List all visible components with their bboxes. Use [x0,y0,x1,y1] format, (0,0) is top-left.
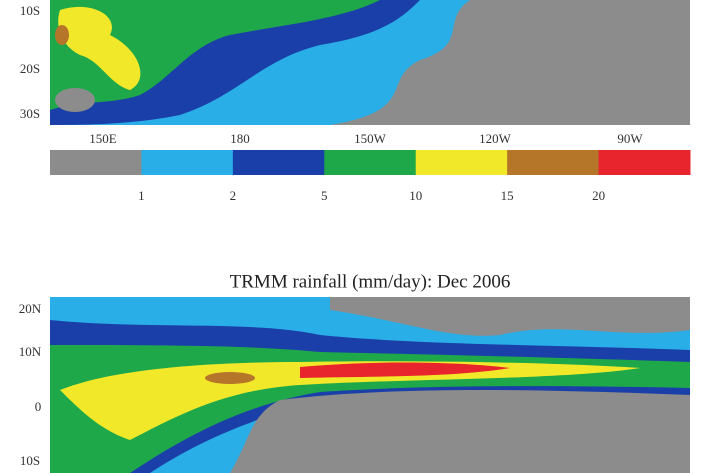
map-region [205,372,255,384]
lat-label: 10S [20,3,40,18]
lat-label: 20N [19,301,42,316]
colorbar-segment [324,150,417,175]
colorbar: 1 2 5 10 15 20 [50,150,691,203]
colorbar-segment [50,150,142,175]
lat-label: 20S [20,61,40,76]
colorbar-segment [232,150,325,175]
map-region [330,297,690,336]
lon-label: 150W [354,131,387,146]
lat-label: 10N [19,344,42,359]
colorbar-label: 1 [138,188,145,203]
map-region [60,361,640,440]
colorbar-label: 20 [592,188,605,203]
lon-label: 90W [617,131,643,146]
map-region [55,25,69,45]
lat-label: 30S [20,106,40,121]
map-region [230,390,690,473]
bottom-map [50,297,690,473]
map-title: TRMM rainfall (mm/day): Dec 2006 [230,271,511,292]
top-map [50,0,690,125]
lon-label: 120W [479,131,512,146]
colorbar-segment [507,150,600,175]
lat-label: 10S [20,453,40,468]
colorbar-segment [141,150,234,175]
colorbar-segment [415,150,508,175]
colorbar-label: 15 [501,188,514,203]
lon-label: 150E [89,131,117,146]
colorbar-label: 2 [230,188,237,203]
map-region [55,88,95,112]
map-region [58,6,141,91]
colorbar-label: 10 [409,188,422,203]
map-region [300,362,510,378]
lat-label: 0 [35,399,42,414]
colorbar-segment [598,150,691,175]
lon-label: 180 [230,131,250,146]
colorbar-label: 5 [321,188,328,203]
